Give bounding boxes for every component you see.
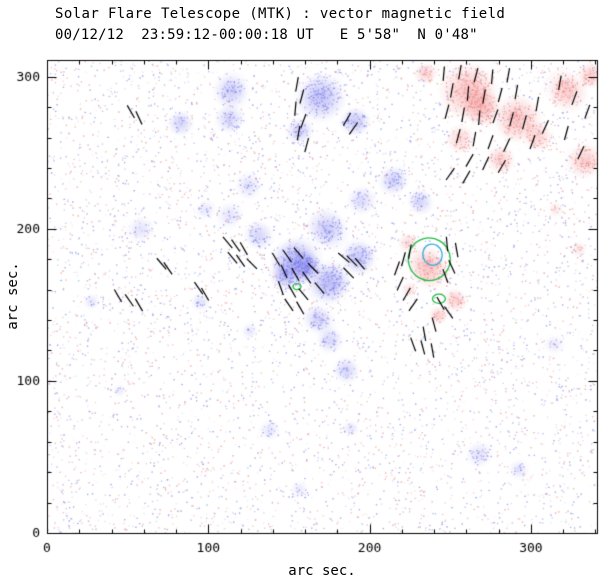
figure-title: Solar Flare Telescope (MTK) : vector mag… xyxy=(55,6,506,22)
x-axis-label: arc sec. xyxy=(288,563,356,579)
y-axis-label: arc sec. xyxy=(5,262,21,330)
figure-subtitle: 00/12/12 23:59:12-00:00:18 UT E 5'58" N … xyxy=(55,27,478,43)
